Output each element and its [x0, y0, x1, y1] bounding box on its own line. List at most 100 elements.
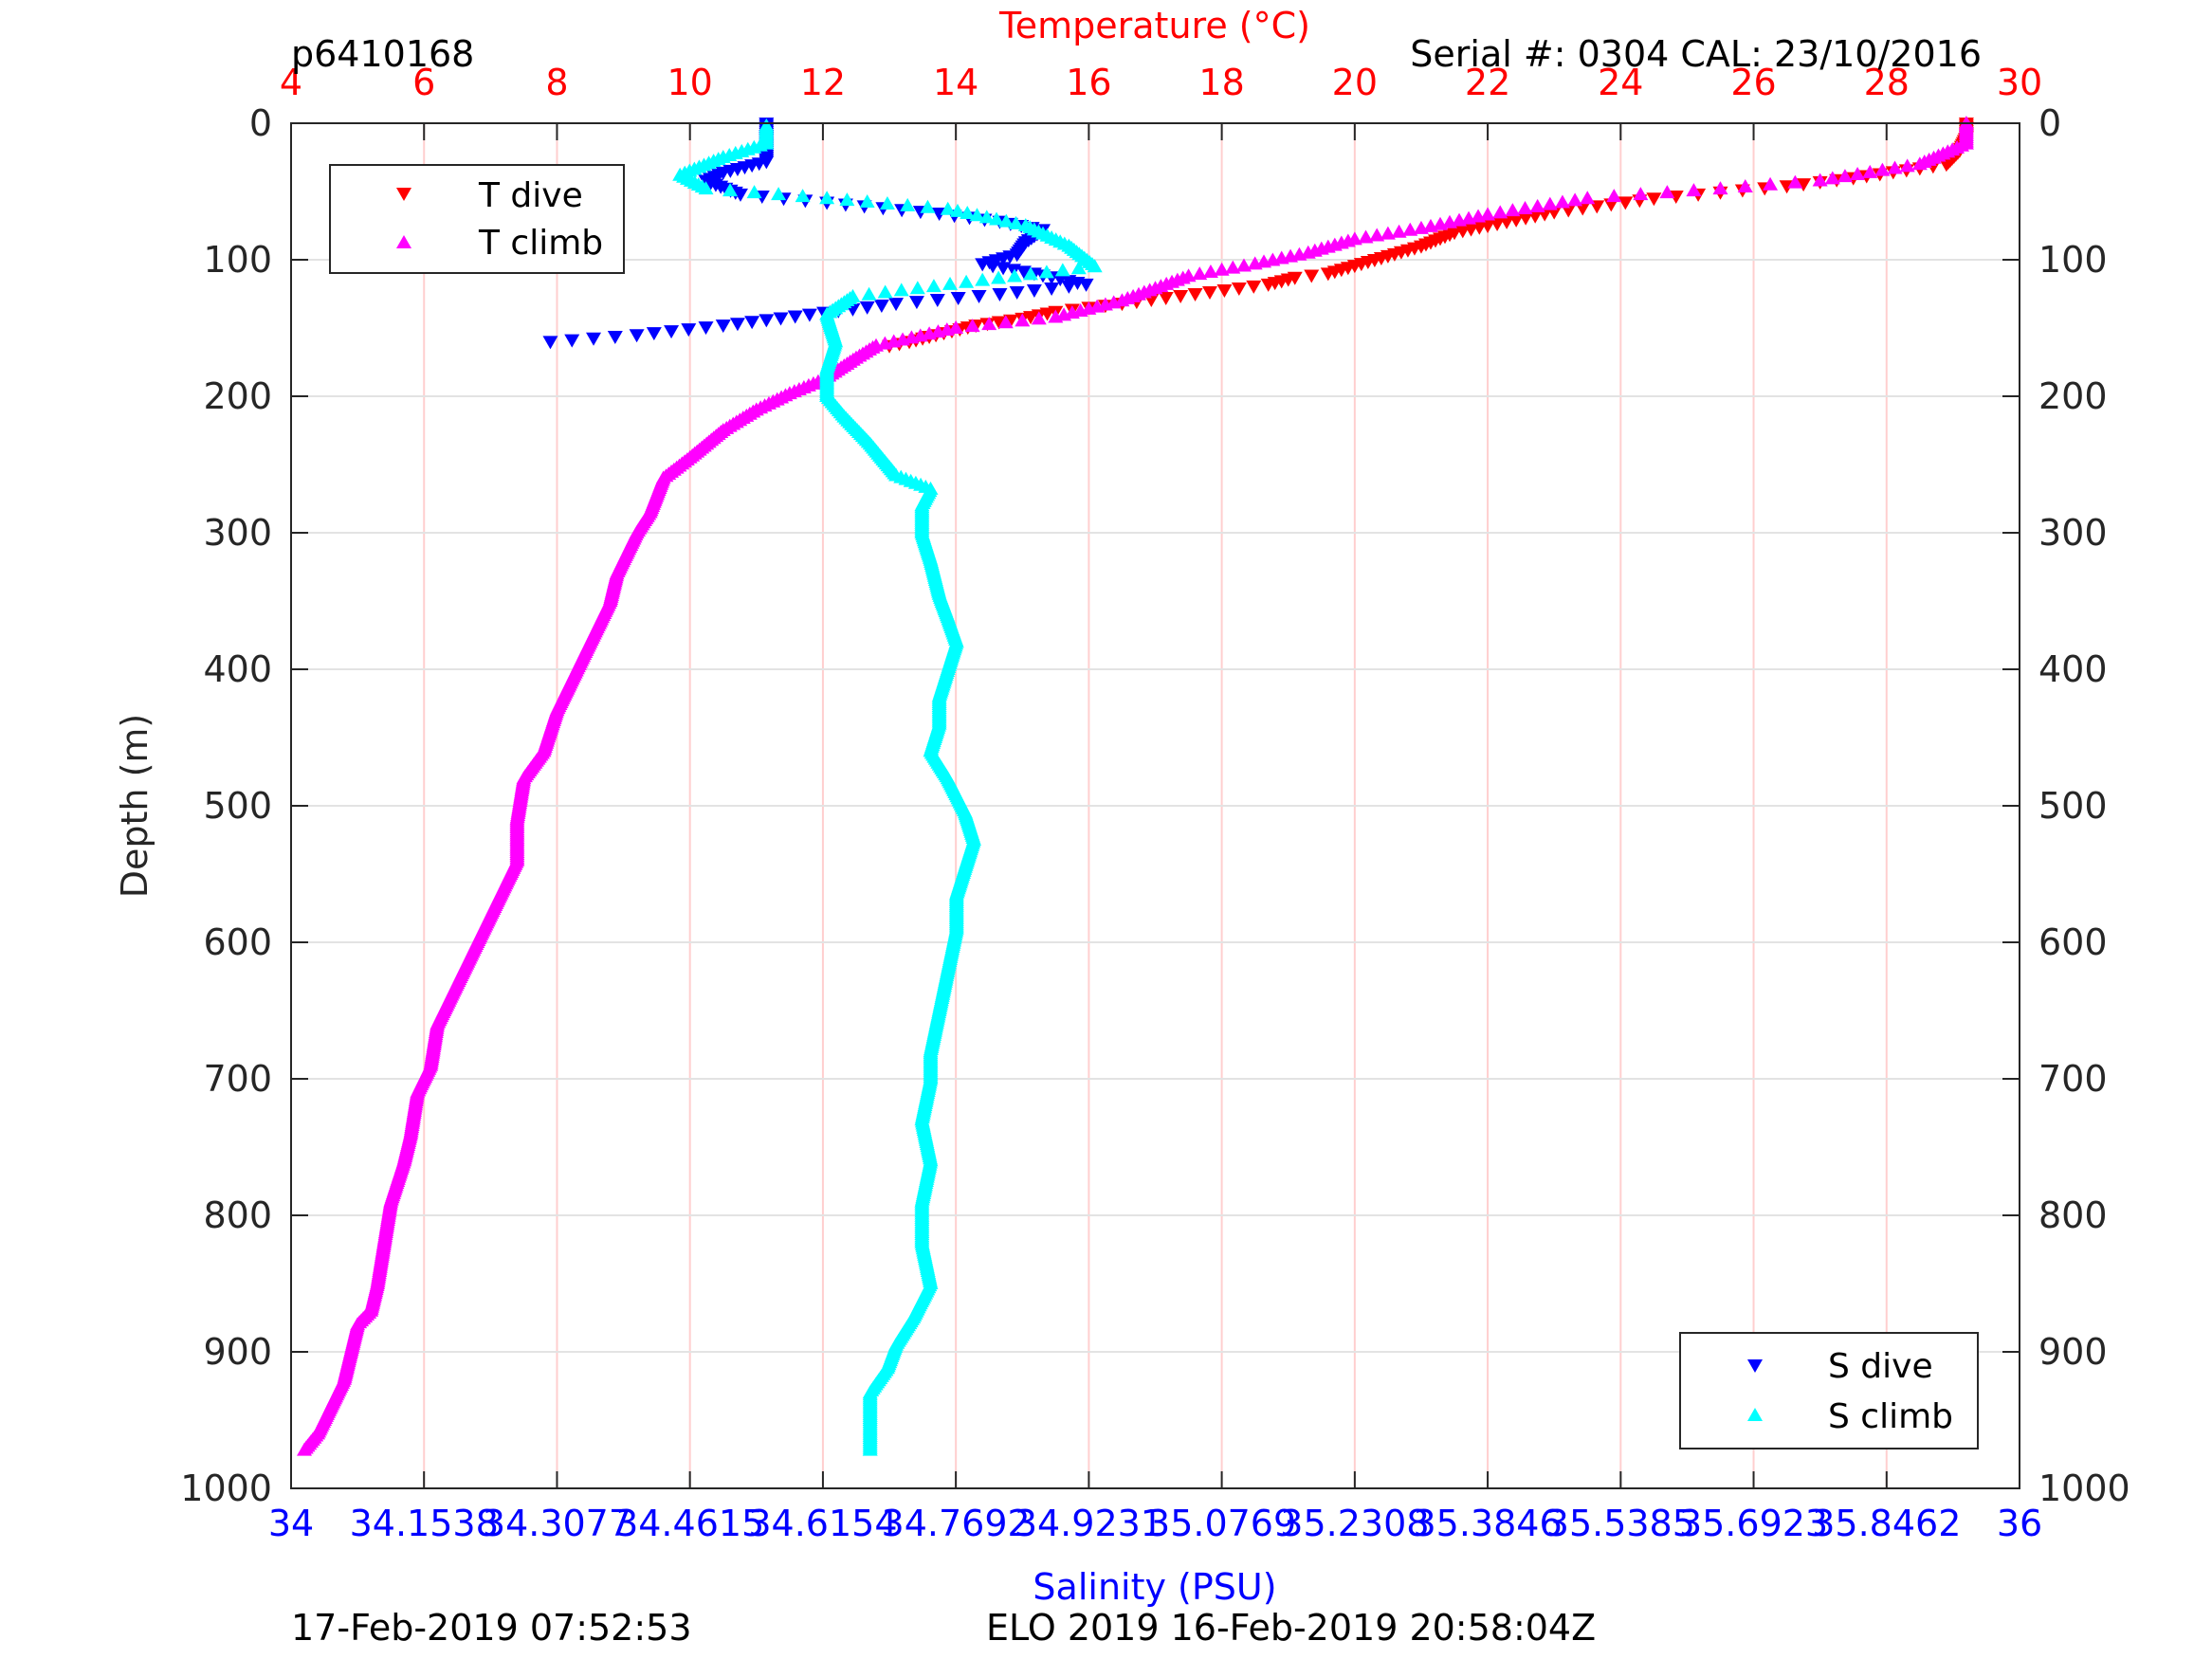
data-point — [746, 185, 762, 199]
temperature-tick-label: 18 — [1198, 62, 1244, 103]
footer-mission: ELO 2019 16-Feb-2019 20:58:04Z — [986, 1607, 1596, 1649]
data-point — [1078, 278, 1094, 292]
data-point — [909, 281, 925, 295]
data-point — [1216, 283, 1233, 298]
salinity-tick-label: 34.9231 — [1015, 1503, 1163, 1544]
data-point — [900, 197, 916, 211]
data-point — [771, 187, 787, 201]
legend-t-climb-label: T climb — [478, 224, 603, 263]
data-point — [1044, 282, 1060, 296]
data-point — [989, 211, 1005, 226]
data-point — [629, 329, 645, 343]
salinity-axis-title: Salinity (PSU) — [1033, 1566, 1276, 1608]
series-layer — [297, 116, 1974, 1456]
data-point — [922, 326, 938, 340]
salinity-tick-label: 34 — [268, 1503, 314, 1544]
depth-tick-label-left: 600 — [203, 921, 272, 963]
data-point — [1273, 250, 1289, 264]
depth-tick-label-left: 400 — [203, 648, 272, 690]
legend-salinity-box — [1679, 1332, 1979, 1449]
data-point — [1542, 196, 1558, 210]
data-point — [1054, 263, 1070, 277]
data-point — [839, 192, 855, 207]
data-point — [1862, 164, 1878, 178]
data-point — [950, 292, 966, 306]
data-point — [681, 323, 697, 337]
data-point — [886, 334, 902, 348]
data-point — [1659, 185, 1675, 199]
data-point — [744, 316, 760, 330]
data-point — [801, 308, 817, 322]
salinity-tick-label: 35.8462 — [1812, 1503, 1961, 1544]
data-point — [877, 284, 893, 299]
data-point — [1763, 176, 1779, 191]
data-point — [1173, 290, 1189, 304]
data-point — [930, 324, 946, 338]
salinity-tick-label: 34.1538 — [350, 1503, 499, 1544]
data-point — [862, 1442, 878, 1456]
data-point — [1087, 259, 1103, 273]
data-point — [1938, 158, 1954, 173]
data-point — [1529, 198, 1545, 212]
legend-temperature-box — [329, 164, 625, 274]
data-point — [1187, 288, 1203, 301]
data-point — [787, 310, 803, 324]
data-point — [1048, 309, 1064, 323]
salinity-tick-label: 35.5385 — [1546, 1503, 1695, 1544]
data-point — [939, 322, 955, 337]
data-point — [1432, 216, 1448, 230]
data-point — [861, 286, 877, 301]
depth-tick-label-right: 1000 — [2038, 1468, 2130, 1509]
data-point — [925, 279, 941, 293]
data-point — [1442, 214, 1458, 228]
salinity-tick-label: 34.6154 — [748, 1503, 897, 1544]
data-point — [1712, 181, 1728, 195]
depth-tick-label-right: 600 — [2038, 921, 2108, 963]
data-point — [1812, 173, 1828, 187]
temperature-tick-label: 8 — [545, 62, 568, 103]
temperature-tick-label: 24 — [1598, 62, 1643, 103]
legend-temperature: T dive T climb — [329, 164, 625, 274]
data-point — [646, 327, 662, 341]
data-point — [888, 298, 905, 312]
data-point — [1192, 266, 1208, 281]
data-point — [1031, 311, 1047, 325]
data-point — [1505, 203, 1521, 217]
data-point — [1580, 191, 1596, 205]
data-point — [1471, 209, 1487, 223]
data-point — [893, 283, 909, 297]
data-point — [1022, 266, 1038, 281]
data-point — [1265, 252, 1281, 266]
data-point — [1874, 162, 1891, 176]
depth-tick-label-left: 900 — [203, 1331, 272, 1373]
data-point — [1646, 192, 1662, 207]
data-point — [795, 189, 811, 203]
data-point — [877, 336, 893, 350]
data-point — [981, 317, 997, 331]
data-point — [920, 199, 936, 213]
data-point — [975, 272, 991, 286]
data-point — [1686, 183, 1702, 197]
legend-s-climb-label: S climb — [1828, 1397, 1953, 1436]
serial-cal: Serial #: 0304 CAL: 23/10/2016 — [1410, 33, 1982, 75]
temperature-tick-label: 10 — [667, 62, 713, 103]
data-point — [940, 201, 956, 215]
data-point — [998, 213, 1015, 228]
data-point — [1402, 222, 1418, 236]
data-point — [1422, 218, 1438, 232]
data-point — [1300, 245, 1316, 259]
data-point — [1231, 282, 1247, 296]
data-point — [1480, 207, 1496, 221]
data-point — [908, 296, 924, 310]
data-point — [960, 206, 976, 220]
depth-tick-label-right: 800 — [2038, 1194, 2108, 1236]
data-point — [1567, 192, 1583, 207]
data-point — [879, 195, 895, 210]
depth-tick-label-right: 700 — [2038, 1058, 2108, 1100]
depth-tick-label-right: 900 — [2038, 1331, 2108, 1373]
data-point — [1358, 229, 1374, 244]
data-point — [1015, 313, 1031, 327]
depth-tick-label-left: 500 — [203, 785, 272, 827]
data-point — [1554, 194, 1570, 209]
depth-tick-label-left: 200 — [203, 375, 272, 417]
